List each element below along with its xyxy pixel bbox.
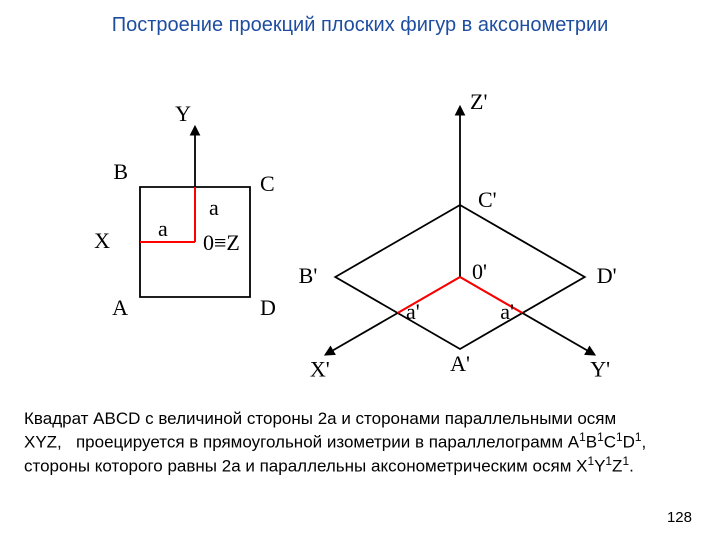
description-text: Квадрат ABCD с величиной стороны 2а и ст… xyxy=(24,408,696,478)
svg-text:Z': Z' xyxy=(470,89,487,114)
svg-text:B: B xyxy=(113,159,128,184)
svg-text:X: X xyxy=(94,228,110,253)
svg-text:D': D' xyxy=(597,263,617,288)
svg-text:a': a' xyxy=(406,299,420,324)
page-number: 128 xyxy=(667,509,692,526)
svg-text:Y': Y' xyxy=(590,357,610,382)
svg-text:C: C xyxy=(260,171,275,196)
svg-text:a: a xyxy=(158,216,168,241)
axon-diagram: B C A D X Y 0≡Z a a Z' X' Y' 0' B' C' D' A' a' a' xyxy=(0,52,720,382)
svg-text:0≡Z: 0≡Z xyxy=(203,230,240,255)
svg-text:A: A xyxy=(112,295,128,320)
svg-text:a': a' xyxy=(500,299,514,324)
svg-text:A': A' xyxy=(450,351,470,376)
svg-text:a: a xyxy=(209,195,219,220)
svg-text:C': C' xyxy=(478,187,497,212)
svg-text:X': X' xyxy=(310,357,330,382)
page-title: Построение проекций плоских фигур в аксо… xyxy=(0,14,720,37)
svg-text:0': 0' xyxy=(472,259,487,284)
svg-text:B': B' xyxy=(299,263,318,288)
svg-text:Y: Y xyxy=(175,101,191,126)
svg-text:D: D xyxy=(260,295,276,320)
